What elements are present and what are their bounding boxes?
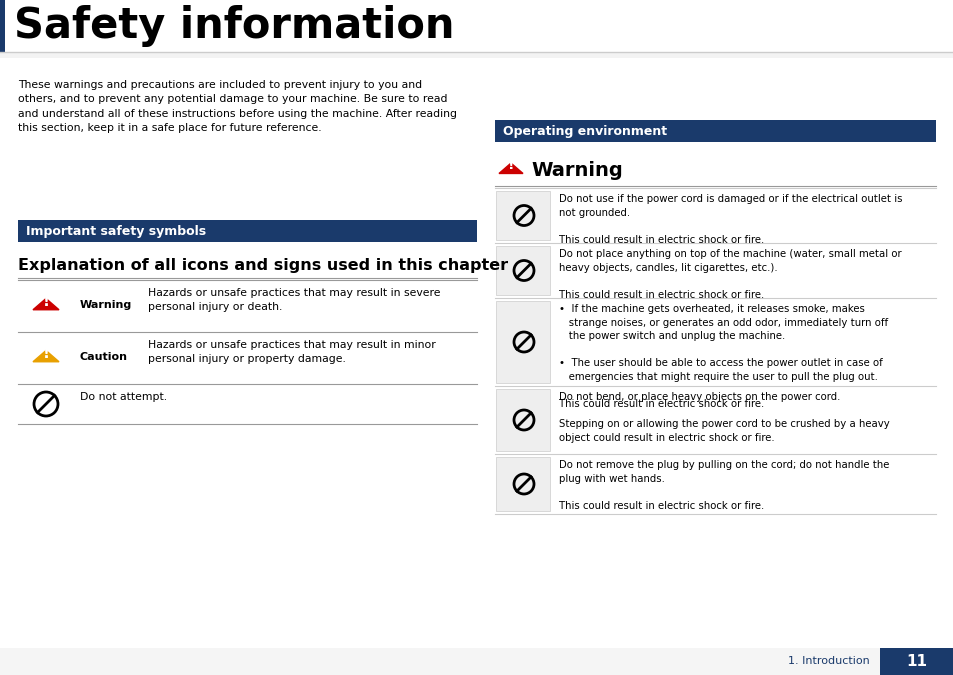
Text: Do not use if the power cord is damaged or if the electrical outlet is
not groun: Do not use if the power cord is damaged …: [558, 194, 902, 245]
Text: !: !: [43, 294, 50, 308]
Bar: [879, 648, 953, 675]
Polygon shape: [33, 350, 59, 362]
Polygon shape: [33, 298, 59, 310]
Text: These warnings and precautions are included to prevent injury to you and
others,: These warnings and precautions are inclu…: [18, 80, 456, 133]
Text: Do not bend, or place heavy objects on the power cord.

Stepping on or allowing : Do not bend, or place heavy objects on t…: [558, 392, 889, 443]
Bar: [496, 389, 550, 451]
Text: Do not remove the plug by pulling on the cord; do not handle the
plug with wet h: Do not remove the plug by pulling on the…: [558, 460, 888, 511]
Bar: [0, 0, 5, 52]
Bar: [496, 301, 550, 383]
Text: •  If the machine gets overheated, it releases smoke, makes
   strange noises, o: • If the machine gets overheated, it rel…: [558, 304, 887, 409]
Bar: [496, 191, 550, 240]
Bar: [496, 457, 550, 511]
Bar: [0, 648, 953, 675]
Text: !: !: [507, 159, 514, 173]
Text: Safety information: Safety information: [14, 5, 454, 47]
Bar: [0, 0, 953, 52]
Bar: [0, 52, 953, 58]
Bar: [495, 120, 935, 142]
Text: !: !: [43, 346, 50, 360]
Text: Explanation of all icons and signs used in this chapter: Explanation of all icons and signs used …: [18, 258, 508, 273]
Text: Warning: Warning: [80, 300, 132, 310]
Text: Hazards or unsafe practices that may result in severe
personal injury or death.: Hazards or unsafe practices that may res…: [148, 288, 440, 312]
Text: Important safety symbols: Important safety symbols: [26, 225, 206, 238]
Bar: [496, 246, 550, 295]
Text: Do not attempt.: Do not attempt.: [80, 392, 167, 402]
Text: Hazards or unsafe practices that may result in minor
personal injury or property: Hazards or unsafe practices that may res…: [148, 340, 436, 364]
Text: Do not place anything on top of the machine (water, small metal or
heavy objects: Do not place anything on top of the mach…: [558, 249, 901, 300]
Text: 1. Introduction: 1. Introduction: [787, 657, 869, 666]
Text: Warning: Warning: [531, 161, 622, 180]
Polygon shape: [498, 163, 522, 173]
Text: 11: 11: [905, 654, 926, 669]
Text: Caution: Caution: [80, 352, 128, 362]
Text: Operating environment: Operating environment: [502, 124, 666, 138]
Bar: [18, 220, 476, 242]
